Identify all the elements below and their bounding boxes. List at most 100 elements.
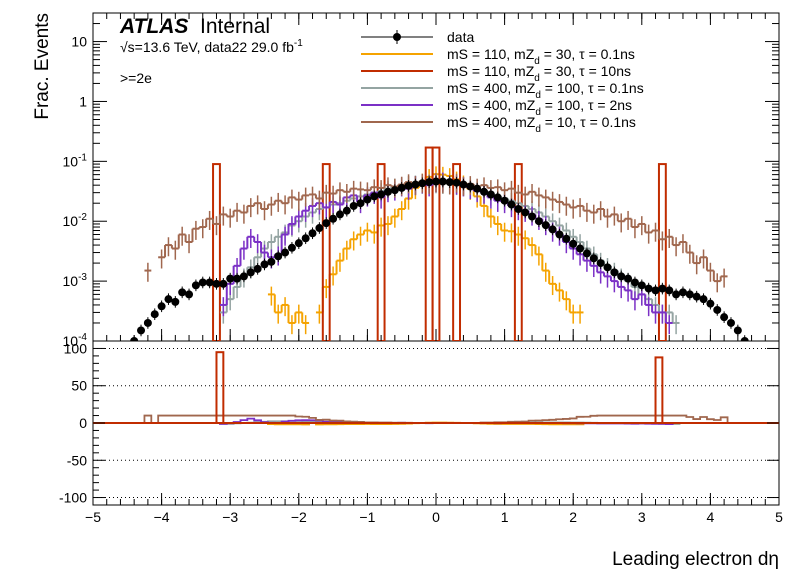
data-point-78 bbox=[658, 284, 667, 293]
ratio-ytick-label-4: -100 bbox=[59, 490, 87, 506]
data-point-42 bbox=[411, 180, 420, 189]
data-point-57 bbox=[514, 205, 523, 214]
data-point-28 bbox=[315, 224, 324, 233]
data-point-68 bbox=[589, 254, 598, 263]
series-2 bbox=[212, 146, 667, 341]
data-point-63 bbox=[555, 230, 564, 239]
data-point-30 bbox=[329, 214, 338, 223]
legend-label-0: data bbox=[447, 29, 474, 45]
ytick-label-1: 10-3 bbox=[63, 272, 88, 289]
ytick-label-3: 10-1 bbox=[63, 152, 88, 169]
data-point-5 bbox=[157, 302, 166, 311]
data-point-35 bbox=[363, 195, 372, 204]
legend-label-5: mS = 400, mZd = 10, τ = 0.1ns bbox=[447, 114, 636, 135]
data-point-29 bbox=[322, 219, 331, 228]
data-point-13 bbox=[212, 279, 221, 288]
xtick-label-3: −2 bbox=[291, 509, 307, 525]
data-point-22 bbox=[274, 252, 283, 261]
data-point-3 bbox=[143, 318, 152, 327]
data-point-85 bbox=[706, 299, 715, 308]
data-point-89 bbox=[733, 326, 742, 335]
data-point-61 bbox=[541, 221, 550, 230]
data-point-26 bbox=[301, 234, 310, 243]
data-point-67 bbox=[582, 249, 591, 258]
xtick-label-8: 3 bbox=[638, 509, 646, 525]
data-point-51 bbox=[473, 184, 482, 193]
energy-lumi-label: √s=13.6 TeV, data22 29.0 fb-1 bbox=[120, 38, 303, 55]
data-point-23 bbox=[281, 248, 290, 257]
legend-label-2: mS = 110, mZd = 30, τ = 10ns bbox=[447, 63, 631, 84]
data-point-58 bbox=[521, 208, 530, 217]
bar-2-45 bbox=[431, 146, 441, 341]
data-point-80 bbox=[672, 290, 681, 299]
data-point-4 bbox=[150, 310, 159, 319]
data-point-31 bbox=[335, 210, 344, 219]
ratio-ytick-label-3: -50 bbox=[67, 452, 87, 468]
atlas-label: ATLAS bbox=[119, 15, 188, 38]
data-point-11 bbox=[198, 278, 207, 287]
data-point-41 bbox=[404, 181, 413, 190]
data-point-70 bbox=[603, 263, 612, 272]
data-point-55 bbox=[500, 196, 509, 205]
data-point-15 bbox=[226, 274, 235, 283]
data-point-7 bbox=[171, 297, 180, 306]
legend-label-4: mS = 400, mZd = 100, τ = 2ns bbox=[447, 97, 632, 118]
series-data bbox=[130, 175, 749, 341]
data-point-56 bbox=[507, 200, 516, 209]
data-point-65 bbox=[569, 239, 578, 248]
data-point-39 bbox=[390, 186, 399, 195]
data-point-25 bbox=[294, 239, 303, 248]
energy-text: √s=13.6 TeV, data22 29.0 fb bbox=[120, 39, 294, 55]
bar-2-37 bbox=[376, 163, 386, 341]
data-point-73 bbox=[624, 274, 633, 283]
data-point-87 bbox=[720, 313, 729, 322]
xtick-label-0: −5 bbox=[85, 509, 101, 525]
data-point-18 bbox=[246, 268, 255, 277]
data-point-36 bbox=[370, 192, 379, 201]
data-point-72 bbox=[617, 272, 626, 281]
data-point-83 bbox=[692, 292, 701, 301]
data-point-76 bbox=[644, 284, 653, 293]
ratio-plot-area bbox=[93, 347, 779, 499]
data-point-12 bbox=[205, 278, 214, 287]
ytick-label-0: 10-4 bbox=[63, 332, 88, 349]
x-axis-label: Leading electron dη bbox=[612, 549, 779, 570]
series-1 bbox=[267, 166, 584, 335]
data-point-32 bbox=[342, 206, 351, 215]
data-point-10 bbox=[191, 281, 200, 290]
data-point-84 bbox=[699, 295, 708, 304]
xtick-label-9: 4 bbox=[707, 509, 715, 525]
xtick-label-1: −4 bbox=[154, 509, 170, 525]
data-point-69 bbox=[596, 259, 605, 268]
data-point-17 bbox=[239, 272, 248, 281]
xtick-label-6: 1 bbox=[501, 509, 509, 525]
data-point-48 bbox=[452, 178, 461, 187]
xtick-label-10: 5 bbox=[775, 509, 783, 525]
data-point-81 bbox=[678, 288, 687, 297]
data-point-2 bbox=[137, 326, 146, 335]
xtick-label-5: 0 bbox=[432, 509, 440, 525]
data-point-14 bbox=[219, 279, 228, 288]
xtick-label-2: −3 bbox=[222, 509, 238, 525]
y-axis-label: Frac. Events bbox=[32, 13, 53, 120]
ytick-label-5: 10 bbox=[71, 34, 87, 50]
data-point-9 bbox=[185, 290, 194, 299]
selection-label: >=2e bbox=[120, 70, 152, 86]
lumi-exponent: -1 bbox=[294, 38, 303, 49]
xtick-label-4: −1 bbox=[359, 509, 375, 525]
ytick-label-4: 1 bbox=[79, 93, 87, 109]
data-point-34 bbox=[356, 199, 365, 208]
data-point-6 bbox=[164, 295, 173, 304]
data-point-86 bbox=[713, 305, 722, 314]
legend-label-1: mS = 110, mZd = 30, τ = 0.1ns bbox=[447, 46, 635, 67]
atlas-status: Internal bbox=[200, 15, 270, 38]
data-point-40 bbox=[397, 183, 406, 192]
data-point-38 bbox=[383, 187, 392, 196]
legend-label-3: mS = 400, mZd = 100, τ = 0.1ns bbox=[447, 80, 644, 101]
data-point-79 bbox=[665, 286, 674, 295]
data-point-66 bbox=[576, 244, 585, 253]
ratio-ytick-label-2: 0 bbox=[79, 415, 87, 431]
data-point-45 bbox=[432, 177, 440, 186]
